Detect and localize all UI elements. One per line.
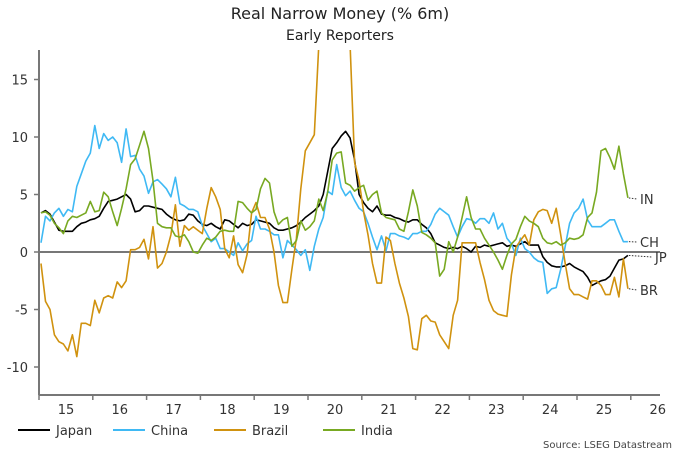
x-tick-label: 17 [165,403,182,418]
chart-title: Real Narrow Money (% 6m) [231,4,450,23]
x-tick-label: 16 [112,403,129,418]
x-tick-label: 21 [381,403,398,418]
series-line-china [41,126,628,294]
end-label-leader [629,198,637,199]
x-tick-label: 20 [327,403,344,418]
y-tick-label: 15 [11,74,28,89]
end-label-leader [629,255,652,257]
x-tick-label: 25 [596,403,613,418]
x-tick-label: 15 [58,403,75,418]
legend-label-china: China [151,424,188,439]
y-tick-label: 10 [11,131,28,146]
end-label-leader [629,289,637,290]
y-tick-label: 0 [20,246,28,261]
y-tick-label: -5 [15,304,28,319]
legend-label-japan: Japan [55,424,92,439]
source-note: Source: LSEG Datastream [543,440,672,451]
x-tick-label: 19 [273,403,290,418]
end-label-in: IN [640,193,654,208]
x-tick-label: 24 [542,403,559,418]
legend: Japan China Brazil India [18,424,393,439]
chart-subtitle: Early Reporters [286,28,394,44]
end-label-ch: CH [640,236,659,251]
legend-label-brazil: Brazil [252,424,288,439]
x-tick-label: 26 [650,403,667,418]
end-label-br: BR [640,284,658,299]
legend-label-india: India [361,424,393,439]
x-tick-label: 22 [434,403,451,418]
y-tick-label: 5 [20,189,28,204]
x-tick-label: 23 [488,403,505,418]
end-label-jp: JP [654,251,667,266]
x-tick-label: 18 [219,403,236,418]
series-line-india [41,131,628,276]
y-tick-label: -10 [7,361,28,376]
series-group [41,0,628,357]
